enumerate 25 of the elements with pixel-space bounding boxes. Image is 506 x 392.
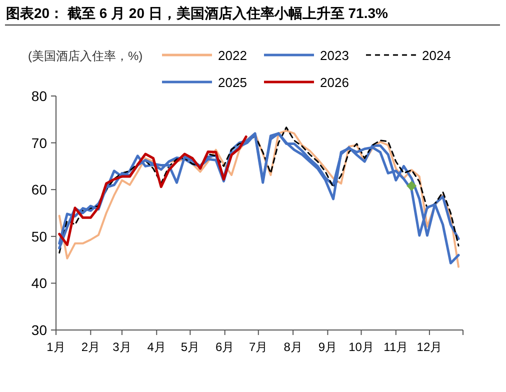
x-tick-label: 6月 [215,340,234,354]
y-tick-label: 60 [31,182,48,198]
legend-label: 2025 [218,75,247,90]
y-tick-label: 80 [31,88,48,104]
x-tick-label: 12月 [416,340,442,354]
chart-title: 图表20： 截至 6 月 20 日，美国酒店入住率小幅上升至 71.3% [6,5,389,21]
x-tick-label: 2月 [81,340,100,354]
x-tick-label: 11月 [384,340,408,354]
y-tick-label: 50 [31,228,48,244]
legend-label: 2022 [218,48,247,63]
y-tick-label: 40 [31,275,48,292]
x-tick-label: 9月 [318,340,338,354]
y-axis-title: (美国酒店入住率，%) [28,49,143,63]
legend-label: 2026 [320,75,349,90]
x-tick-label: 8月 [284,340,302,354]
x-tick-label: 1月 [46,340,66,354]
x-tick-label: 7月 [249,340,268,354]
x-tick-label: 3月 [112,340,132,354]
x-tick-label: 4月 [147,340,166,354]
legend-label: 2023 [320,48,349,63]
x-tick-label: 10月 [348,340,374,354]
x-tick-label: 5月 [180,340,200,354]
legend-label: 2024 [422,48,451,63]
y-tick-label: 70 [31,134,48,151]
y-tick-label: 30 [31,322,48,338]
